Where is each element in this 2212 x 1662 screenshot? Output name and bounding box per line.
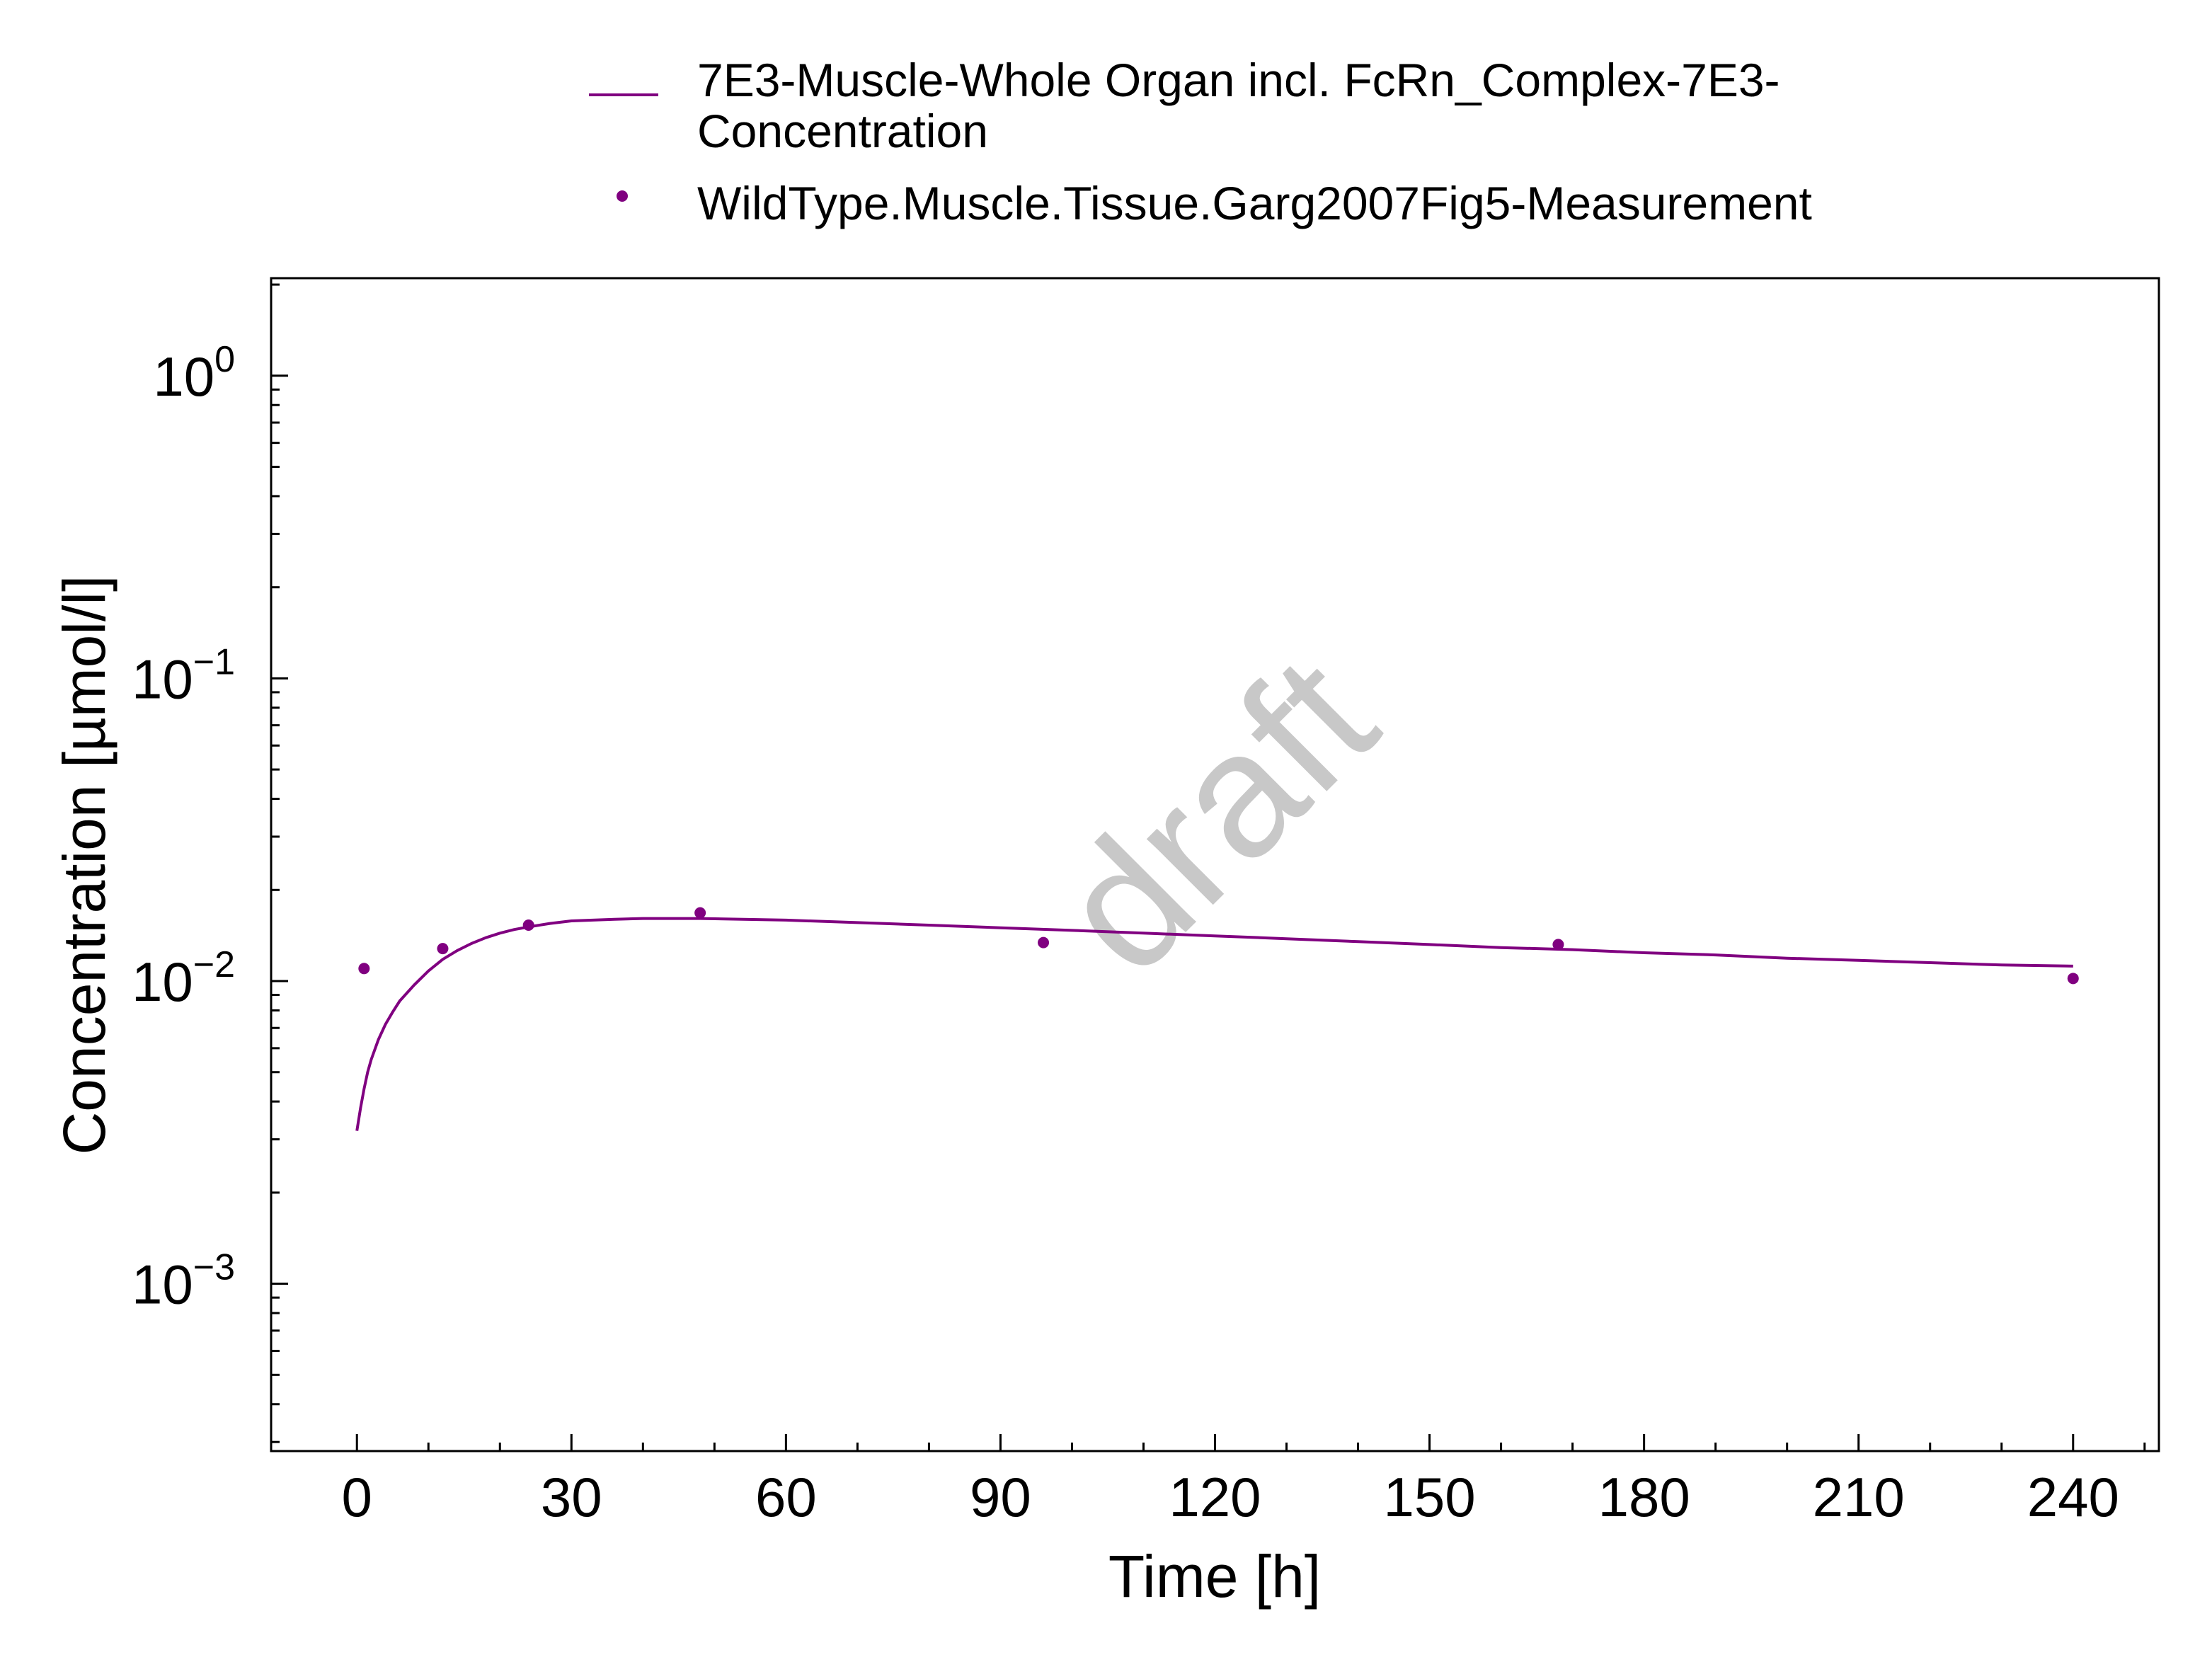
x-tick-label: 0 [342, 1466, 372, 1528]
x-tick-label: 120 [1169, 1466, 1261, 1528]
measurement-point [522, 919, 534, 932]
x-tick-label: 180 [1598, 1466, 1690, 1528]
legend-label-simulation-line-1: 7E3-Muscle-Whole Organ incl. FcRn_Comple… [697, 54, 1780, 106]
legend-label-measurement: WildType.Muscle.Tissue.Garg2007Fig5-Meas… [697, 177, 1812, 229]
y-axis-title: Concentration [µmol/l] [51, 575, 118, 1155]
measurement-point [358, 963, 370, 975]
simulation-line [355, 917, 2073, 1131]
legend-item-simulation: 7E3-Muscle-Whole Organ incl. FcRn_Comple… [589, 54, 1780, 157]
x-tick-label: 30 [541, 1466, 602, 1528]
measurement-point [694, 907, 706, 919]
series-group [355, 907, 2079, 1131]
legend-label-simulation-line-2: Concentration [697, 105, 988, 157]
legend-marker-swatch [617, 190, 628, 202]
measurement-point [1552, 939, 1564, 951]
legend: 7E3-Muscle-Whole Organ incl. FcRn_Comple… [589, 54, 1812, 229]
legend-item-measurement: WildType.Muscle.Tissue.Garg2007Fig5-Meas… [617, 177, 1812, 229]
x-tick-label: 240 [2027, 1466, 2119, 1528]
y-tick-label: 10−2 [132, 944, 235, 1013]
x-axis-title: Time [h] [1108, 1543, 1321, 1610]
x-axis-ticks: 0 30 60 90 120 150 180 210 240 [342, 1434, 2146, 1528]
x-tick-label: 210 [1813, 1466, 1905, 1528]
y-axis-ticks: 10−3 10−2 10−1 100 [132, 283, 288, 1443]
y-tick-label: 10−3 [132, 1247, 235, 1316]
draft-watermark: draft [1021, 619, 1411, 1009]
x-tick-label: 90 [970, 1466, 1031, 1528]
measurement-point [1038, 936, 1050, 949]
y-tick-label: 10−1 [132, 641, 235, 710]
measurement-point [2067, 973, 2079, 985]
y-tick-label: 100 [153, 339, 235, 408]
x-tick-label: 60 [755, 1466, 817, 1528]
measurement-point [437, 943, 449, 955]
x-tick-label: 150 [1383, 1466, 1475, 1528]
